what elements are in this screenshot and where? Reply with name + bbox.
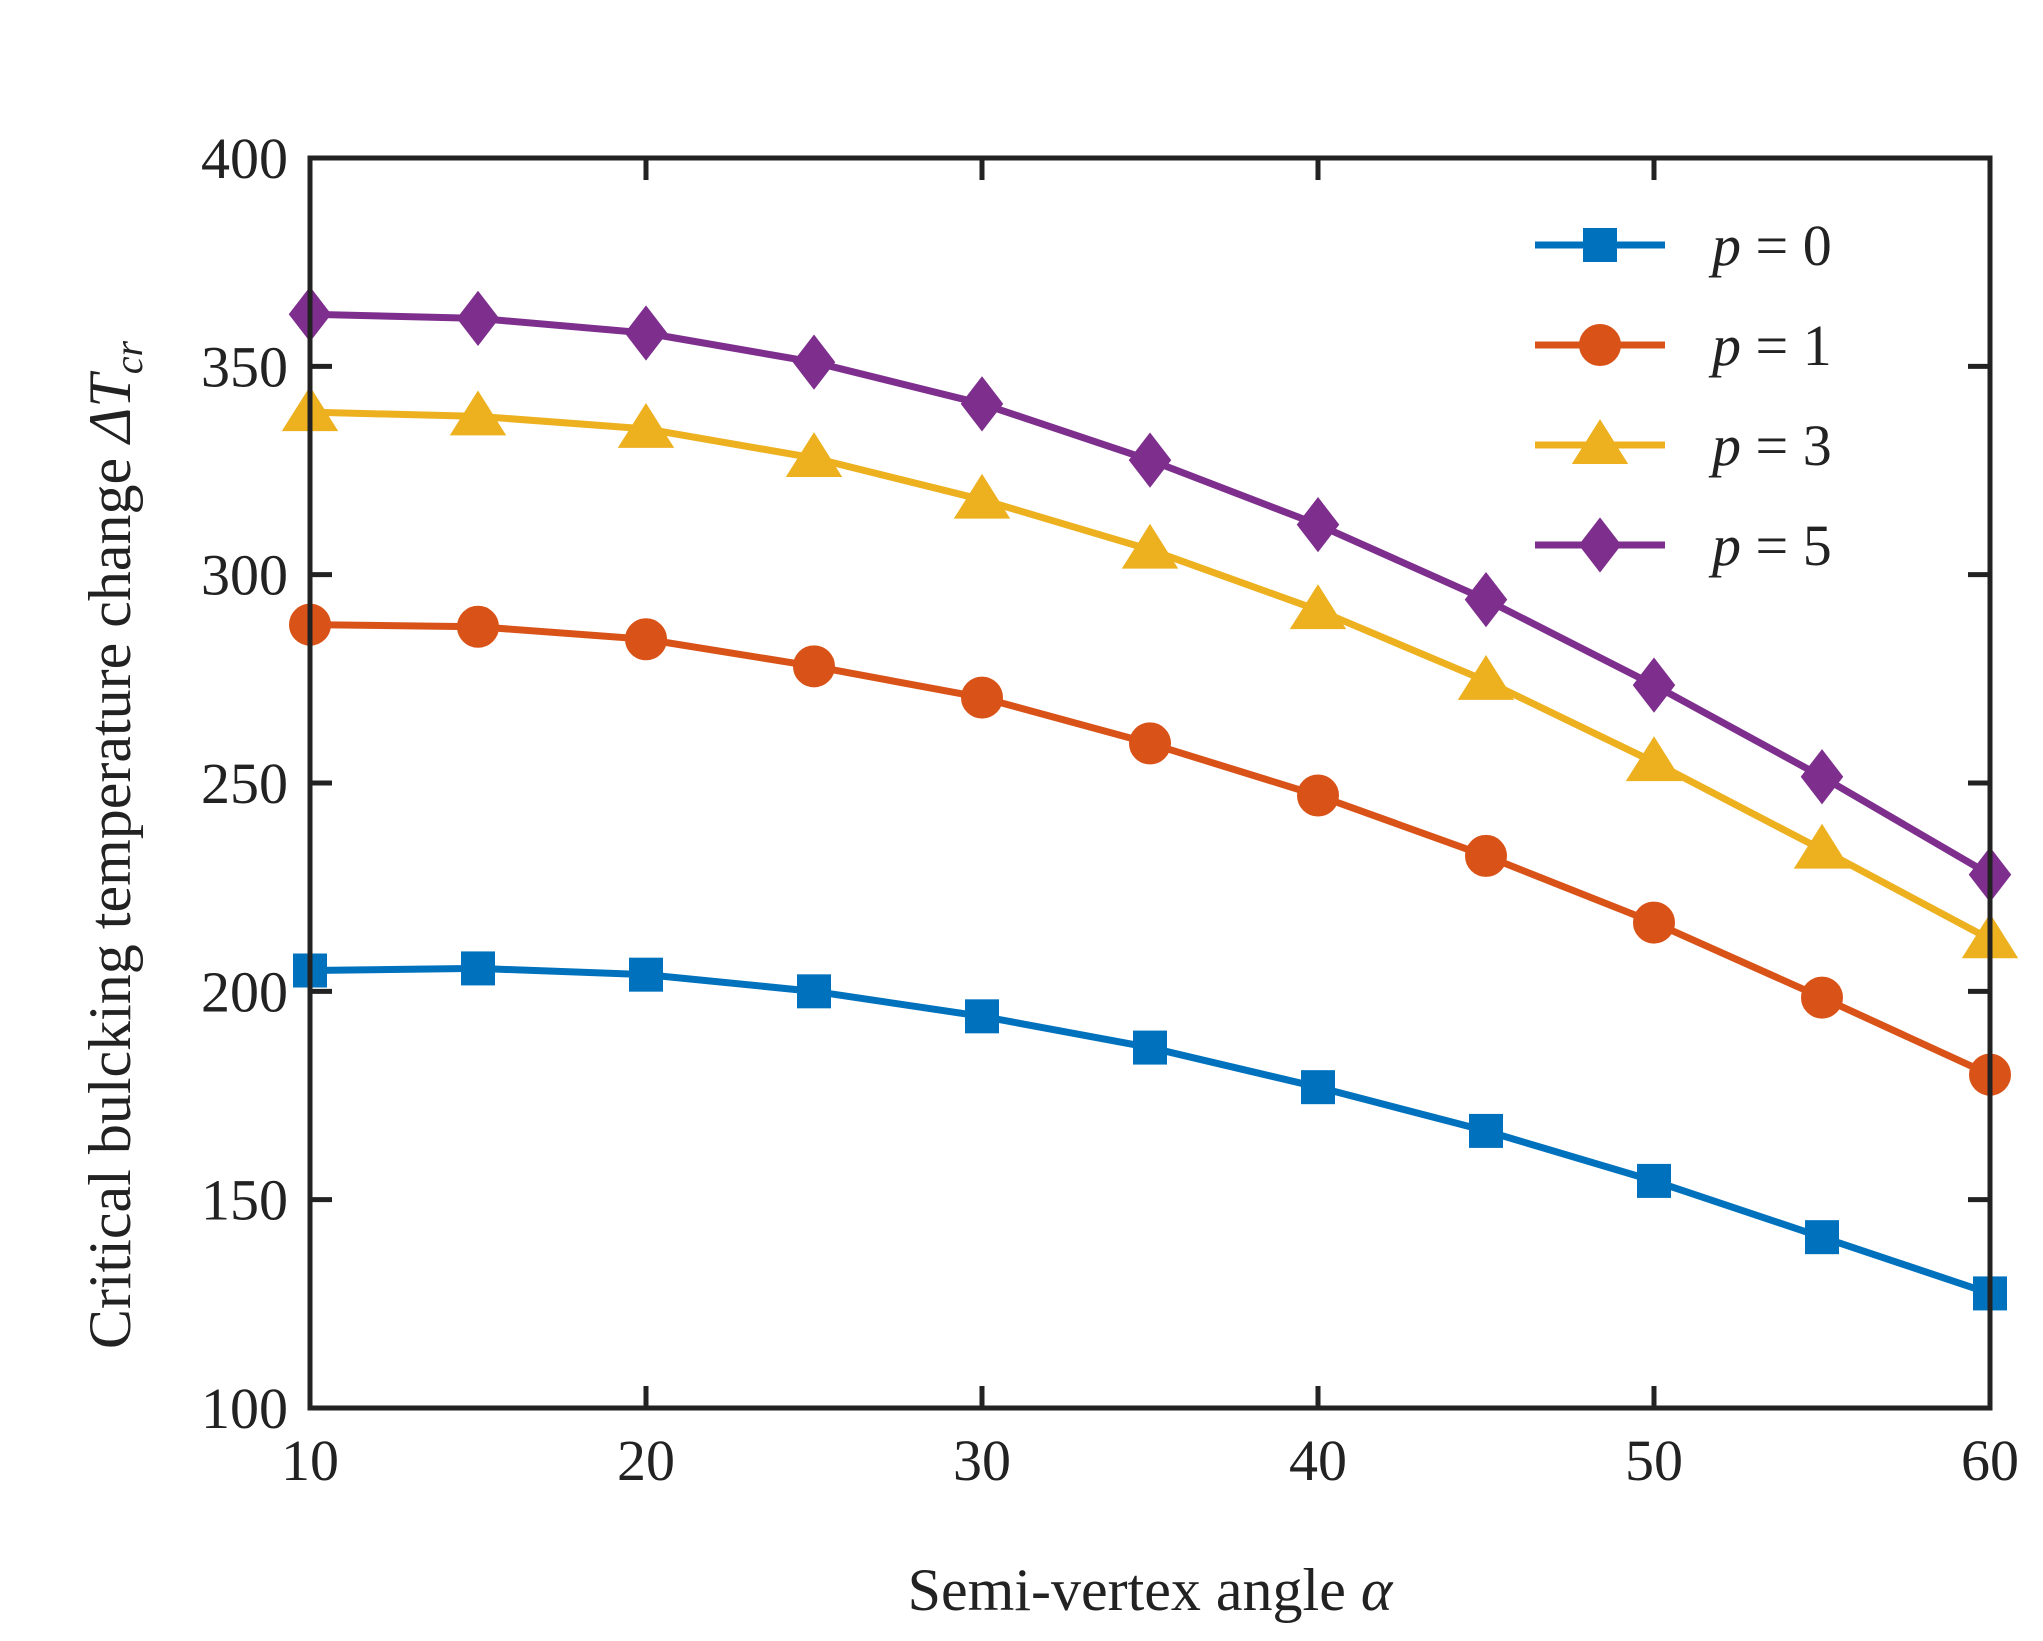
y-axis-title: Critical bulcking temperature change ΔTc… [77,340,151,1349]
data-point [457,605,499,648]
data-point [1121,523,1179,569]
data-point [629,957,663,992]
y-tick-label: 300 [201,543,288,608]
x-axis-title: Semi-vertex angle α [908,1557,1394,1623]
plot-frame [307,155,1993,1411]
data-point [1469,1113,1503,1148]
legend-marker [1571,419,1629,464]
data-point [1801,976,1843,1019]
data-point [1632,657,1676,713]
series-layer [281,286,2019,1311]
y-axis-title-subscript: cr [106,340,151,374]
data-point [1637,1163,1671,1198]
legend-label: p = 3 [1708,413,1832,478]
legend: p = 0 p = 1 p = 3 p = 5 [1535,213,1832,578]
legend-entry: p = 3 [1535,413,1832,478]
data-point [1793,823,1851,869]
legend-marker [1583,228,1617,262]
data-point [461,951,495,986]
x-tick-label: 50 [1625,1428,1683,1493]
data-point [1633,901,1675,944]
data-point [1129,722,1171,765]
legend-entry: p = 5 [1535,513,1832,578]
data-point [792,334,836,390]
data-point [1465,834,1507,877]
data-point [456,290,500,347]
data-point [1464,572,1508,628]
x-axis-title-text: Semi-vertex angle [908,1557,1361,1623]
y-tick-label: 150 [201,1168,288,1233]
y-tick-label: 200 [201,959,288,1024]
data-point [617,402,675,448]
data-point [1800,749,1844,805]
data-point [624,305,668,361]
x-axis-title-symbol: α [1361,1557,1394,1623]
y-tick-label: 100 [201,1376,288,1441]
data-point [1805,1220,1839,1255]
legend-marker [1579,324,1621,366]
data-point [1297,774,1339,817]
legend-label: p = 0 [1708,213,1832,278]
legend-entry: p = 0 [1535,213,1832,278]
data-point [1625,736,1683,782]
data-point [1301,1070,1335,1105]
data-point [1133,1030,1167,1065]
legend-label: p = 5 [1708,513,1832,578]
y-axis-title-text: Critical bulcking temperature change [77,443,143,1349]
series-2 [281,386,2019,959]
data-point [793,645,835,688]
x-tick-label: 20 [617,1428,675,1493]
y-tick-label: 350 [201,334,288,399]
data-point [1289,584,1347,630]
legend-marker [1578,517,1622,573]
data-point [961,676,1003,719]
x-tick-label: 30 [953,1428,1011,1493]
data-point [965,999,999,1034]
y-tick-label: 250 [201,751,288,816]
y-axis-title-symbol: ΔT [77,371,143,445]
x-tick-label: 40 [1289,1428,1347,1493]
tick-labels: 10 20 30 40 50 60 100 150 200 250 300 350 400 [201,126,2019,1493]
data-point [1457,655,1515,700]
legend-entry: p = 1 [1535,313,1832,378]
series-3 [288,286,2012,903]
x-tick-label: 60 [1961,1428,2019,1493]
data-point [797,974,831,1009]
data-point [785,432,843,477]
data-point [953,473,1011,519]
data-point [960,376,1004,432]
data-point [449,390,507,436]
data-point [625,618,667,661]
data-point [1128,432,1172,488]
data-point [1296,497,1340,553]
legend-label: p = 1 [1708,313,1832,378]
x-tick-label: 10 [281,1428,339,1493]
y-tick-label: 400 [201,126,288,191]
